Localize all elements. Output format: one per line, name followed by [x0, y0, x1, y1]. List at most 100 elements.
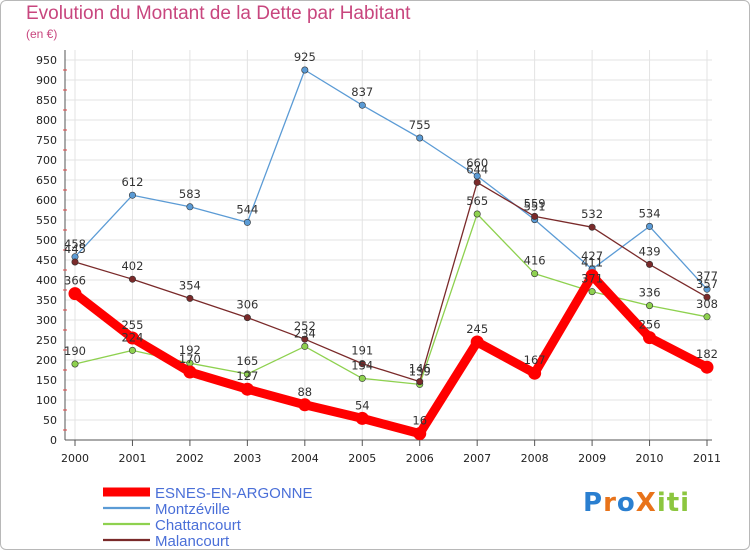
y-tick-label: 150 — [36, 374, 57, 387]
data-point — [473, 178, 481, 186]
series-line-malancourt — [74, 181, 708, 383]
x-tick-label: 2009 — [578, 452, 606, 465]
data-label: 925 — [294, 50, 316, 64]
data-label: 755 — [409, 118, 431, 132]
y-tick-label: 250 — [36, 334, 57, 347]
data-point — [128, 275, 136, 283]
data-point — [528, 366, 542, 380]
data-label: 336 — [639, 286, 661, 300]
logo-letter: r — [603, 488, 617, 518]
axes: 0 50 100 150 200 250 300 350 400 450 500 550 600 650 7… — [36, 50, 721, 465]
data-point — [243, 218, 251, 226]
data-label: 139 — [409, 364, 431, 378]
data-label: 837 — [351, 85, 373, 99]
data-label: 255 — [121, 318, 143, 332]
data-label: 411 — [581, 256, 603, 270]
legend-label: Montzéville — [155, 501, 230, 518]
data-point — [358, 374, 366, 382]
data-point — [588, 223, 596, 231]
x-tick-label: 2004 — [291, 452, 319, 465]
y-tick-label: 600 — [36, 194, 57, 207]
data-labels: 366 255 170 127 88 54 16 245 167 411 256 182 458 612 5… — [64, 50, 718, 428]
y-tick-label: 300 — [36, 314, 57, 327]
data-label: 366 — [64, 274, 86, 288]
data-label: 532 — [581, 207, 603, 221]
data-point — [240, 382, 254, 396]
data-label: 252 — [294, 319, 316, 333]
data-point — [243, 314, 251, 322]
data-label: 192 — [179, 343, 201, 357]
data-label: 245 — [466, 322, 488, 336]
data-label: 167 — [524, 353, 546, 367]
data-label: 234 — [294, 326, 316, 340]
data-point — [186, 203, 194, 211]
data-point — [301, 335, 309, 343]
y-tick-label: 50 — [43, 414, 57, 427]
data-point — [473, 210, 481, 218]
logo-letter: X — [635, 488, 657, 518]
data-point — [128, 191, 136, 199]
data-label: 612 — [121, 175, 143, 189]
data-point — [416, 134, 424, 142]
data-point — [413, 427, 427, 441]
data-point — [470, 335, 484, 349]
chart-subtitle: (en €) — [26, 27, 58, 41]
data-point — [243, 370, 251, 378]
data-point — [186, 294, 194, 302]
x-tick-label: 2006 — [406, 452, 434, 465]
y-tick-label: 450 — [36, 254, 57, 267]
data-label: 154 — [351, 358, 373, 372]
proxiti-logo: ProXiti — [583, 488, 690, 518]
data-point — [128, 346, 136, 354]
data-label: 660 — [466, 156, 488, 170]
y-tick-label: 200 — [36, 354, 57, 367]
data-label: 427 — [581, 249, 603, 263]
data-label: 402 — [121, 259, 143, 273]
x-tick-label: 2000 — [61, 452, 89, 465]
data-label: 445 — [64, 242, 86, 256]
legend-label: Malancourt — [155, 533, 230, 550]
data-point — [700, 360, 714, 374]
logo-letter: P — [583, 488, 604, 518]
data-label: 357 — [696, 277, 718, 291]
data-label: 439 — [639, 244, 661, 258]
data-point — [588, 288, 596, 296]
data-point — [646, 302, 654, 310]
data-point — [298, 398, 312, 412]
grid — [65, 50, 712, 440]
series-line-esnes-en-argonne — [70, 271, 712, 439]
data-point — [531, 212, 539, 220]
data-point — [358, 360, 366, 368]
y-tick-label: 700 — [36, 154, 57, 167]
data-label: 54 — [355, 398, 370, 412]
data-label: 371 — [581, 272, 603, 286]
chart-title: Evolution du Montant de la Dette par Hab… — [26, 3, 411, 24]
legend-label: Chattancourt — [155, 517, 242, 534]
data-point — [703, 293, 711, 301]
y-tick-label: 900 — [36, 74, 57, 87]
logo-letter: t — [666, 488, 681, 518]
data-point — [71, 258, 79, 266]
logo-letter: i — [656, 488, 667, 518]
data-label: 170 — [179, 352, 201, 366]
data-label: 551 — [524, 200, 546, 214]
data-point — [183, 365, 197, 379]
data-label: 16 — [412, 414, 427, 428]
x-tick-label: 2001 — [118, 452, 146, 465]
legend-label: ESNES-EN-ARGONNE — [155, 485, 313, 502]
x-tick-label: 2011 — [693, 452, 721, 465]
data-label: 165 — [236, 354, 258, 368]
data-point — [358, 101, 366, 109]
x-tick-label: 2003 — [233, 452, 261, 465]
data-point — [301, 66, 309, 74]
data-label: 191 — [351, 344, 373, 358]
data-point — [355, 411, 369, 425]
y-tick-label: 850 — [36, 94, 57, 107]
y-tick-label: 800 — [36, 114, 57, 127]
data-label: 544 — [236, 202, 258, 216]
y-tick-label: 500 — [36, 234, 57, 247]
series-line-chattancourt — [74, 213, 708, 386]
series-lines — [70, 69, 712, 439]
series-line-montzéville — [74, 69, 708, 290]
